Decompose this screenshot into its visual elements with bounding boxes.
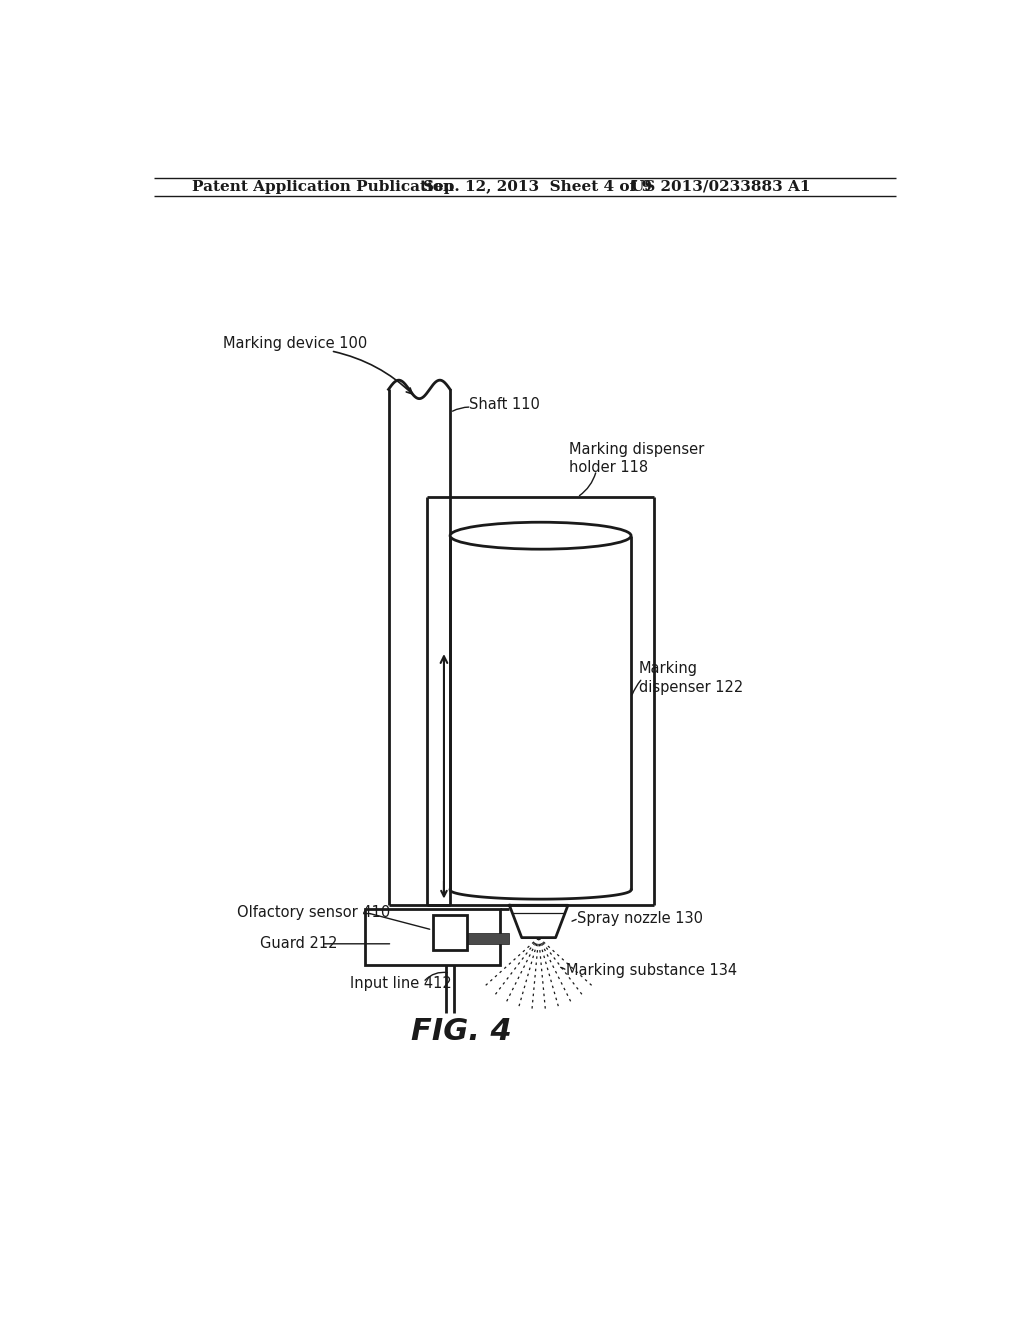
Text: US 2013/0233883 A1: US 2013/0233883 A1 xyxy=(631,180,811,194)
Text: Marking substance 134: Marking substance 134 xyxy=(565,964,736,978)
Bar xyxy=(366,909,500,965)
Text: Marking
dispenser 122: Marking dispenser 122 xyxy=(639,661,743,694)
Text: Patent Application Publication: Patent Application Publication xyxy=(193,180,455,194)
Text: Guard 212: Guard 212 xyxy=(260,936,338,952)
Text: Marking dispenser
holder 118: Marking dispenser holder 118 xyxy=(569,442,705,475)
Text: Spray nozzle 130: Spray nozzle 130 xyxy=(578,911,703,925)
Text: Olfactory sensor 410: Olfactory sensor 410 xyxy=(237,906,390,920)
Text: Shaft 110: Shaft 110 xyxy=(469,397,541,412)
Bar xyxy=(433,915,467,949)
Text: Marking device 100: Marking device 100 xyxy=(223,335,368,351)
Bar xyxy=(467,933,509,944)
Text: FIG. 4: FIG. 4 xyxy=(412,1016,512,1045)
Text: Input line 412: Input line 412 xyxy=(350,977,452,991)
Ellipse shape xyxy=(451,523,631,549)
Text: Sep. 12, 2013  Sheet 4 of 9: Sep. 12, 2013 Sheet 4 of 9 xyxy=(423,180,652,194)
